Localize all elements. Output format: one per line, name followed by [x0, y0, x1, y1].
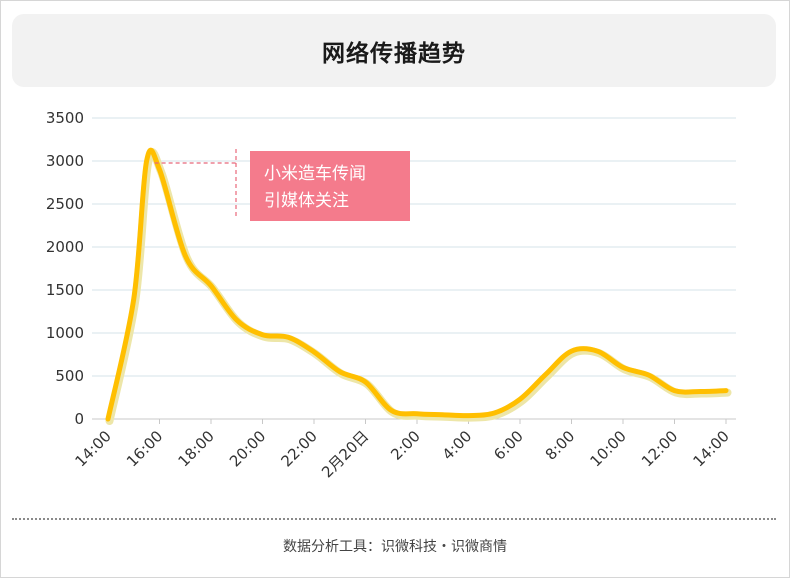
footer-source: 数据分析工具：识微科技・识微商情	[283, 539, 507, 555]
x-tick-label: 20:00	[226, 427, 269, 470]
y-tick-label: 2500	[46, 195, 84, 213]
title-bar: 网络传播趋势	[12, 14, 776, 87]
annotation: 小米造车传闻 引媒体关注	[154, 149, 410, 221]
y-axis-ticks: 0 500 1000 1500 2000 2500 3000 3500	[46, 109, 84, 428]
x-tick-label: 14:00	[72, 427, 115, 470]
chart-title: 网络传播趋势	[322, 40, 466, 67]
y-tick-label: 0	[74, 410, 84, 428]
x-tick-label: 4:00	[439, 427, 476, 464]
y-tick-label: 1500	[46, 281, 84, 299]
series-line-glow	[105, 148, 732, 425]
x-tick-label: 6:00	[490, 427, 527, 464]
x-tick-label: 18:00	[175, 427, 218, 470]
y-tick-label: 1000	[46, 324, 84, 342]
y-tick-label: 3500	[46, 109, 84, 127]
x-tick-label: 2月20日	[318, 427, 372, 481]
annotation-text-line-1: 小米造车传闻	[264, 164, 366, 184]
grid-lines	[92, 117, 736, 420]
footer-divider	[12, 518, 776, 520]
annotation-box	[250, 151, 410, 221]
series-line	[105, 147, 729, 422]
x-tick-label: 12:00	[638, 427, 681, 470]
x-tick-label: 22:00	[278, 427, 321, 470]
x-tick-label: 16:00	[123, 427, 166, 470]
y-tick-label: 500	[55, 367, 84, 385]
y-tick-label: 2000	[46, 238, 84, 256]
x-tick-label: 14:00	[690, 427, 733, 470]
x-tick-label: 10:00	[587, 427, 630, 470]
y-tick-label: 3000	[46, 152, 84, 170]
annotation-text-line-2: 引媒体关注	[264, 191, 349, 211]
x-tick-label: 8:00	[542, 427, 579, 464]
x-tick-label: 2:00	[387, 427, 424, 464]
